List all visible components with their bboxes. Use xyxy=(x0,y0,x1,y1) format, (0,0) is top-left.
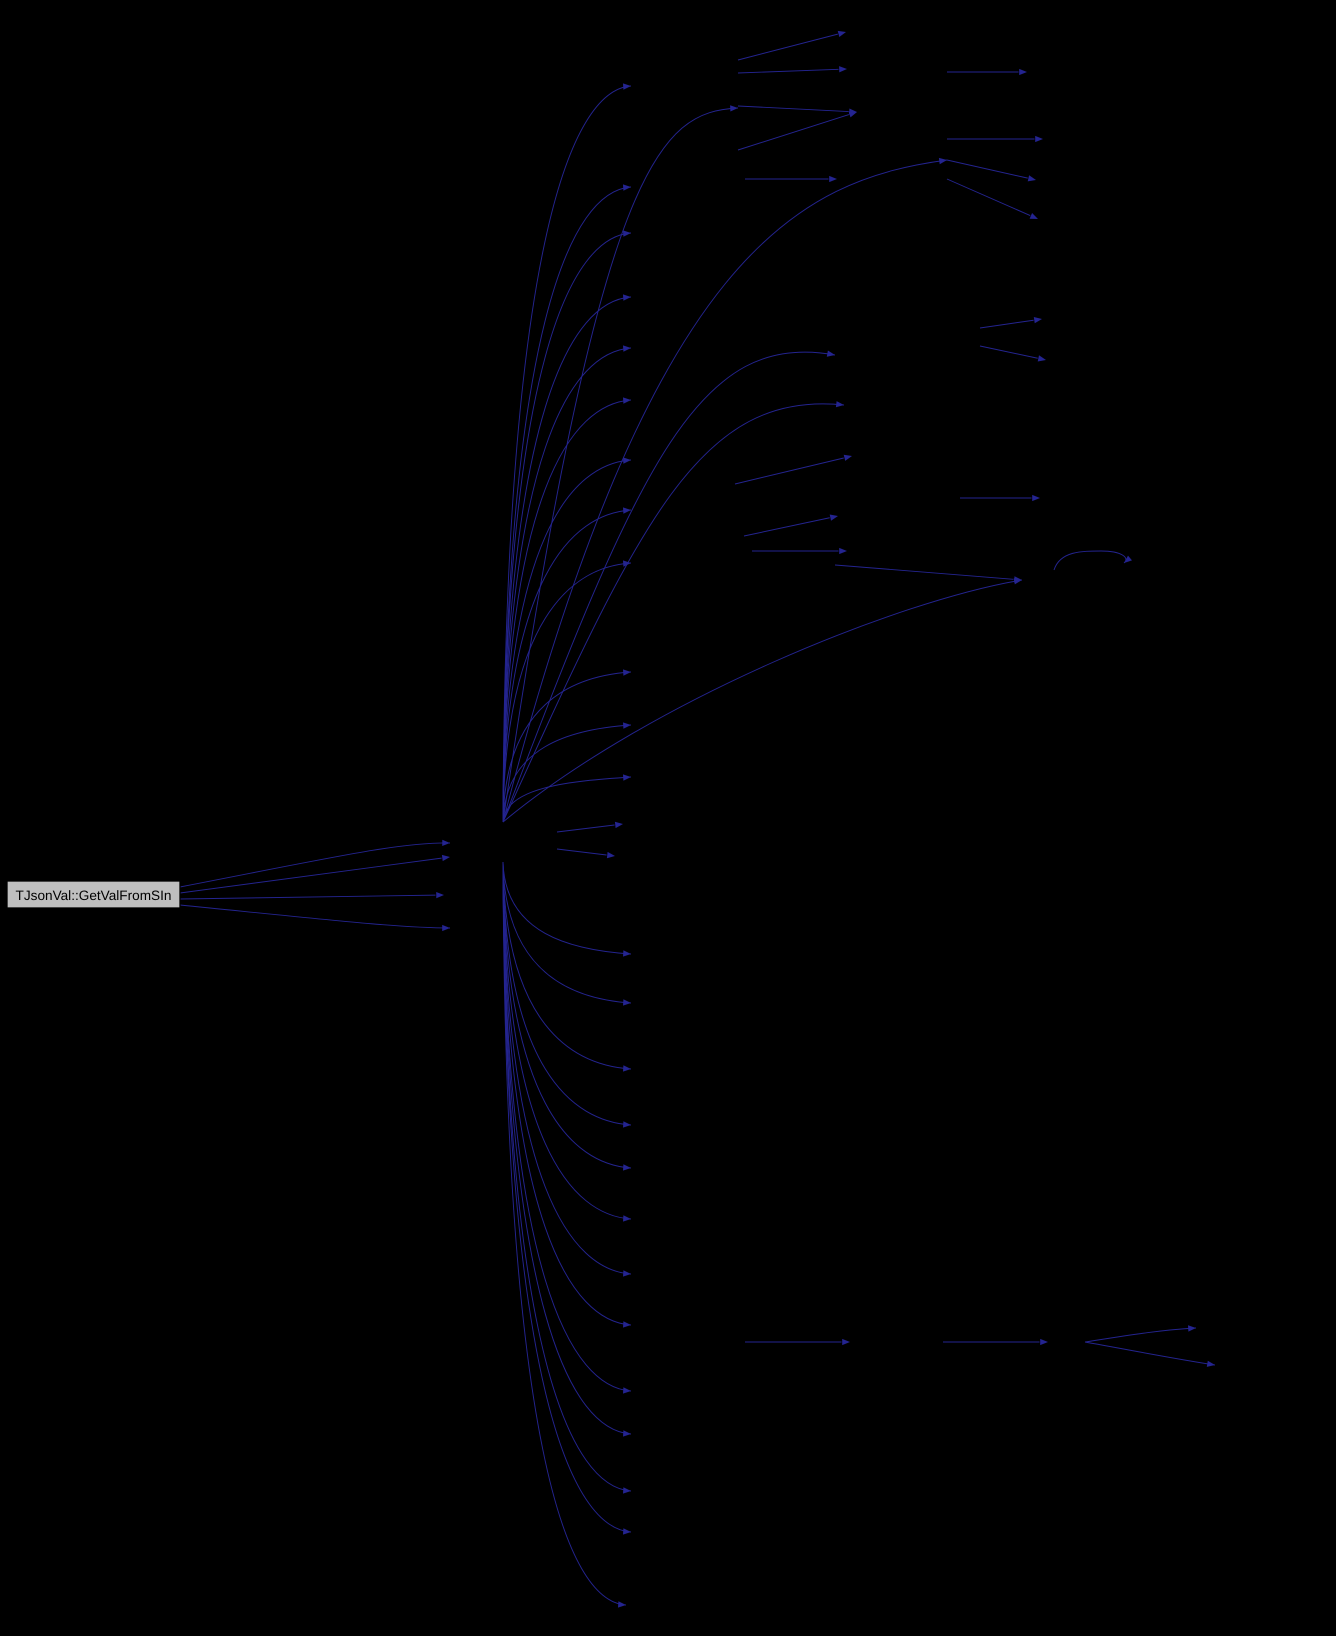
svg-text:TJsonVal::GetValFromSIn: TJsonVal::GetValFromSIn xyxy=(16,888,172,903)
